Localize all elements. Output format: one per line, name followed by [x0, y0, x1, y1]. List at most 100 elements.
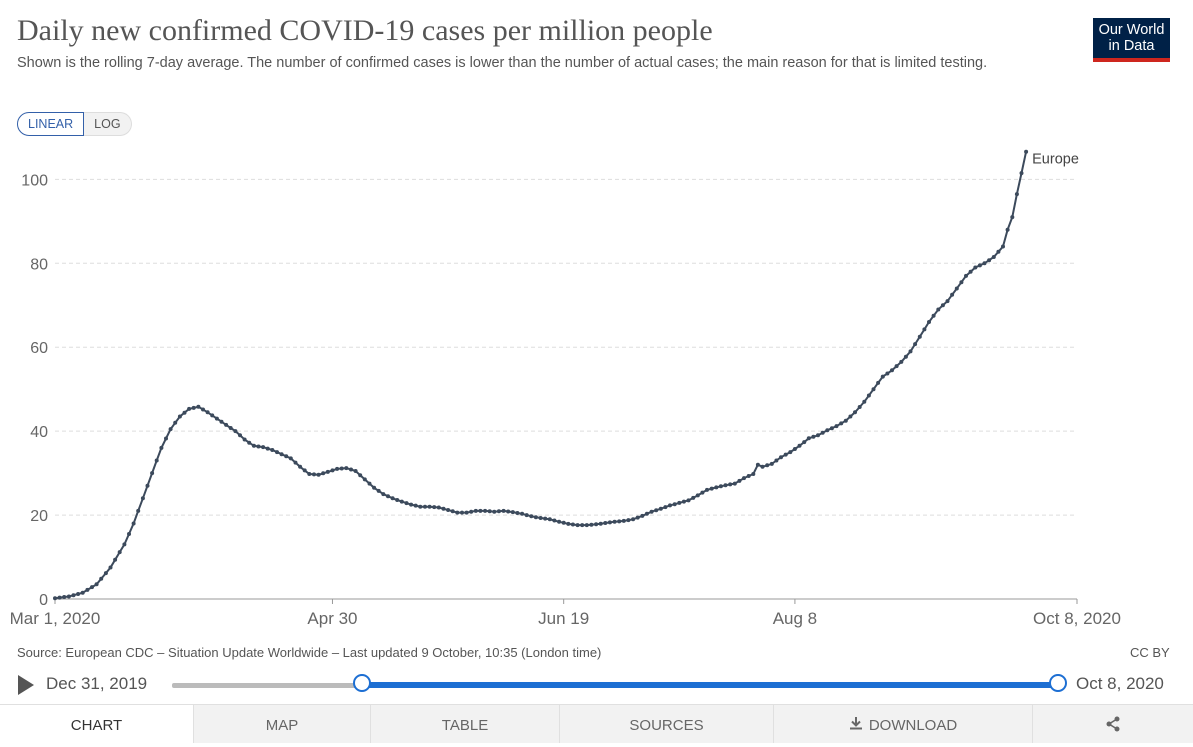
data-point — [936, 307, 941, 312]
tab-sources[interactable]: SOURCES — [559, 705, 773, 743]
data-point — [834, 424, 839, 429]
timeline-end-label: Oct 8, 2020 — [1076, 674, 1164, 693]
data-point — [275, 450, 279, 455]
data-point — [62, 595, 67, 599]
data-point — [210, 413, 215, 418]
data-point — [668, 503, 672, 508]
data-point — [612, 519, 617, 524]
owid-logo[interactable]: Our World in Data — [1093, 18, 1170, 62]
data-point — [917, 334, 922, 339]
tab-map[interactable]: MAP — [193, 705, 370, 743]
data-point — [751, 472, 756, 476]
data-point — [205, 410, 210, 415]
data-point — [108, 565, 113, 570]
data-point — [658, 506, 663, 511]
data-point — [774, 458, 779, 463]
data-point — [843, 418, 848, 423]
data-point — [557, 519, 562, 524]
source-note: Source: European CDC – Situation Update … — [17, 645, 602, 660]
data-point — [173, 420, 178, 425]
data-point — [284, 454, 289, 459]
data-point — [423, 504, 427, 509]
data-point — [603, 521, 608, 525]
share-icon — [1106, 716, 1120, 732]
tab-download[interactable]: DOWNLOAD — [773, 705, 1032, 743]
data-point — [663, 505, 668, 510]
data-point — [312, 472, 316, 477]
tab-download-label: DOWNLOAD — [868, 717, 958, 734]
download-icon — [849, 717, 862, 730]
line-chart: 0 20 40 60 80 100 Mar 1, 2020 Apr 30 Jun 19 Aug 8… — [10, 149, 1121, 628]
data-point — [436, 505, 441, 510]
data-point — [251, 443, 256, 448]
data-point — [1001, 244, 1005, 249]
chart-title: Daily new confirmed COVID-19 cases per m… — [17, 14, 713, 47]
tab-chart[interactable]: CHART — [0, 705, 193, 743]
log-scale-button[interactable]: LOG — [84, 112, 132, 136]
data-point — [293, 460, 298, 465]
data-point — [575, 523, 580, 528]
data-point — [515, 511, 520, 515]
grid-layer — [55, 178, 1077, 516]
data-point — [85, 587, 90, 592]
data-point — [760, 464, 765, 469]
data-point — [496, 509, 501, 514]
data-point — [168, 427, 173, 432]
data-point — [848, 414, 853, 419]
data-point — [136, 508, 141, 513]
data-point — [66, 594, 71, 599]
data-point — [330, 468, 335, 473]
data-point — [418, 504, 423, 509]
data-point — [367, 481, 372, 486]
data-point — [399, 499, 404, 504]
data-point — [404, 501, 409, 506]
data-point — [806, 436, 811, 441]
data-point — [829, 426, 834, 431]
data-point — [737, 478, 742, 483]
timeline-end-handle[interactable] — [1049, 674, 1067, 692]
data-point — [538, 516, 543, 520]
data-point — [894, 364, 899, 369]
data-point — [446, 508, 451, 512]
data-point — [372, 485, 377, 490]
data-point — [302, 468, 307, 473]
data-point — [649, 509, 654, 514]
data-point — [913, 342, 918, 347]
data-point — [520, 511, 525, 516]
linear-scale-button[interactable]: LINEAR — [17, 112, 85, 136]
tab-table[interactable]: TABLE — [370, 705, 559, 743]
data-point — [769, 461, 774, 466]
timeline: Dec 31, 2019 Oct 8, 2020 — [0, 670, 1193, 700]
data-point — [880, 374, 885, 379]
tab-share[interactable] — [1032, 705, 1193, 743]
timeline-start-handle[interactable] — [353, 674, 372, 692]
data-point — [552, 518, 557, 523]
data-point — [866, 393, 871, 398]
data-point — [478, 508, 483, 513]
data-point — [792, 447, 797, 451]
data-point — [1014, 192, 1019, 197]
data-point — [950, 292, 955, 297]
data-point — [547, 517, 552, 522]
data-point — [201, 407, 205, 412]
data-point — [233, 429, 238, 434]
play-icon[interactable] — [18, 675, 34, 695]
data-point — [464, 510, 469, 515]
data-point — [640, 513, 645, 518]
data-point — [127, 532, 131, 536]
logo-line-2: in Data — [1108, 38, 1155, 54]
license-link[interactable]: CC BY — [1130, 645, 1170, 660]
data-point — [862, 399, 867, 404]
data-point — [681, 499, 686, 504]
data-point — [742, 476, 746, 481]
data-point — [922, 327, 927, 332]
data-point — [594, 522, 599, 527]
data-point — [483, 508, 488, 513]
data-point — [580, 523, 585, 528]
data-point — [543, 516, 548, 521]
data-point — [746, 474, 751, 478]
data-point — [566, 521, 571, 526]
data-point — [903, 354, 908, 359]
data-point — [191, 405, 196, 410]
data-point — [224, 422, 229, 427]
